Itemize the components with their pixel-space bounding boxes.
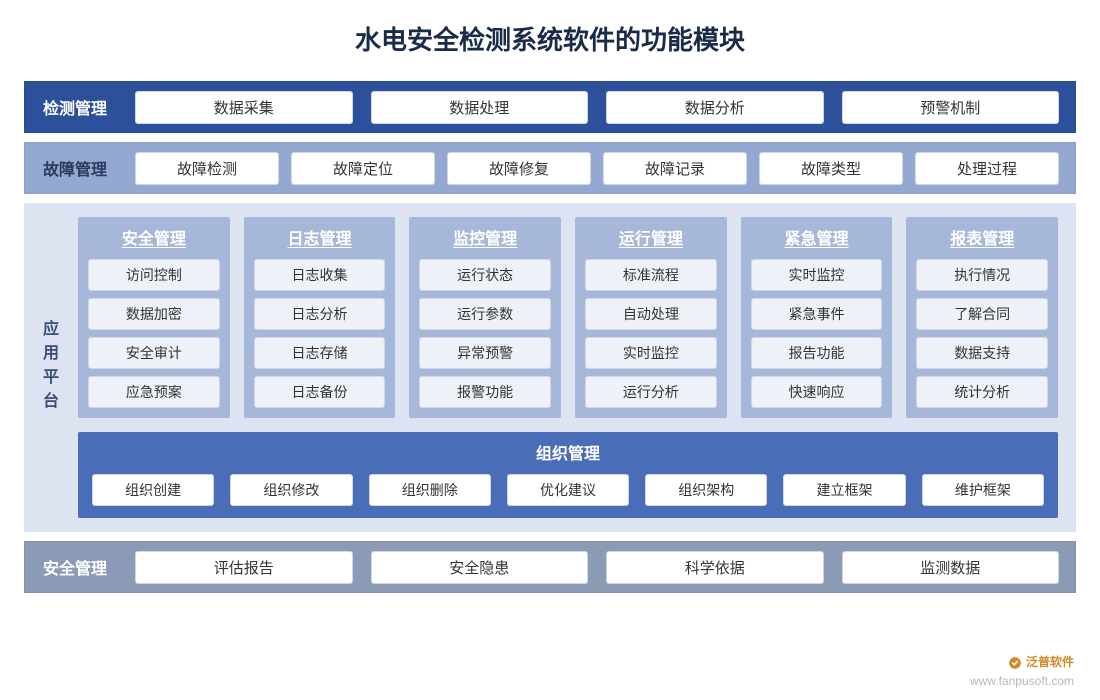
col-item: 日志收集 [254,259,386,291]
footer-brand: 泛普软件 [1008,655,1074,671]
pill: 评估报告 [135,551,353,584]
col-4: 紧急管理 实时监控 紧急事件 报告功能 快速响应 [741,217,893,418]
org-items: 组织创建 组织修改 组织删除 优化建议 组织架构 建立框架 维护框架 [92,474,1044,506]
pill: 组织修改 [230,474,352,506]
pill: 故障定位 [291,152,435,185]
col-item: 自动处理 [585,298,717,330]
logo-icon [1008,656,1022,670]
page-title: 水电安全检测系统软件的功能模块 [24,20,1076,57]
row-fault-items: 故障检测 故障定位 故障修复 故障记录 故障类型 处理过程 [125,144,1075,193]
pill: 故障修复 [447,152,591,185]
col-item: 执行情况 [916,259,1048,291]
footer-url: www.fanpusoft.com [970,674,1074,688]
pill: 故障检测 [135,152,279,185]
pill: 组织删除 [369,474,491,506]
pill: 优化建议 [507,474,629,506]
col-item: 实时监控 [751,259,883,291]
col-2: 监控管理 运行状态 运行参数 异常预警 报警功能 [409,217,561,418]
col-1: 日志管理 日志收集 日志分析 日志存储 日志备份 [244,217,396,418]
row-fault: 故障管理 故障检测 故障定位 故障修复 故障记录 故障类型 处理过程 [24,142,1076,194]
row-detect: 检测管理 数据采集 数据处理 数据分析 预警机制 [24,81,1076,133]
col-item: 应急预案 [88,376,220,408]
col-head: 报表管理 [916,225,1048,249]
col-item: 日志备份 [254,376,386,408]
col-head: 监控管理 [419,225,551,249]
col-0: 安全管理 访问控制 数据加密 安全审计 应急预案 [78,217,230,418]
col-item: 运行分析 [585,376,717,408]
pill: 科学依据 [606,551,824,584]
row-safety-label: 安全管理 [25,542,125,592]
col-item: 异常预警 [419,337,551,369]
pill: 故障类型 [759,152,903,185]
col-item: 数据支持 [916,337,1048,369]
pill: 处理过程 [915,152,1059,185]
col-head: 运行管理 [585,225,717,249]
col-head: 安全管理 [88,225,220,249]
pill: 数据分析 [606,91,824,124]
platform-label: 应用平台 [24,203,72,532]
pill: 监测数据 [842,551,1060,584]
pill: 组织架构 [645,474,767,506]
col-item: 运行状态 [419,259,551,291]
col-item: 紧急事件 [751,298,883,330]
row-safety: 安全管理 评估报告 安全隐患 科学依据 监测数据 [24,541,1076,593]
col-item: 了解合同 [916,298,1048,330]
col-item: 安全审计 [88,337,220,369]
pill: 预警机制 [842,91,1060,124]
pill: 组织创建 [92,474,214,506]
col-5: 报表管理 执行情况 了解合同 数据支持 统计分析 [906,217,1058,418]
org-head: 组织管理 [92,440,1044,464]
col-item: 快速响应 [751,376,883,408]
platform-body: 安全管理 访问控制 数据加密 安全审计 应急预案 日志管理 日志收集 日志分析 … [72,203,1076,532]
col-item: 日志存储 [254,337,386,369]
row-detect-label: 检测管理 [25,82,125,132]
col-item: 标准流程 [585,259,717,291]
org-block: 组织管理 组织创建 组织修改 组织删除 优化建议 组织架构 建立框架 维护框架 [78,432,1058,518]
col-item: 统计分析 [916,376,1048,408]
footer: 泛普软件 www.fanpusoft.com [970,655,1074,690]
footer-brand-text: 泛普软件 [1026,655,1074,671]
col-item: 访问控制 [88,259,220,291]
platform-label-text: 应用平台 [36,320,60,416]
col-item: 运行参数 [419,298,551,330]
pill: 维护框架 [922,474,1044,506]
row-fault-label: 故障管理 [25,143,125,193]
col-head: 紧急管理 [751,225,883,249]
pill: 建立框架 [783,474,905,506]
pill: 安全隐患 [371,551,589,584]
col-3: 运行管理 标准流程 自动处理 实时监控 运行分析 [575,217,727,418]
platform-columns: 安全管理 访问控制 数据加密 安全审计 应急预案 日志管理 日志收集 日志分析 … [78,217,1058,418]
row-detect-items: 数据采集 数据处理 数据分析 预警机制 [125,83,1075,132]
row-safety-items: 评估报告 安全隐患 科学依据 监测数据 [125,543,1075,592]
col-item: 日志分析 [254,298,386,330]
platform-block: 应用平台 安全管理 访问控制 数据加密 安全审计 应急预案 日志管理 日志收集 … [24,203,1076,532]
col-item: 报告功能 [751,337,883,369]
col-item: 实时监控 [585,337,717,369]
col-item: 报警功能 [419,376,551,408]
pill: 数据采集 [135,91,353,124]
col-item: 数据加密 [88,298,220,330]
col-head: 日志管理 [254,225,386,249]
pill: 数据处理 [371,91,589,124]
pill: 故障记录 [603,152,747,185]
